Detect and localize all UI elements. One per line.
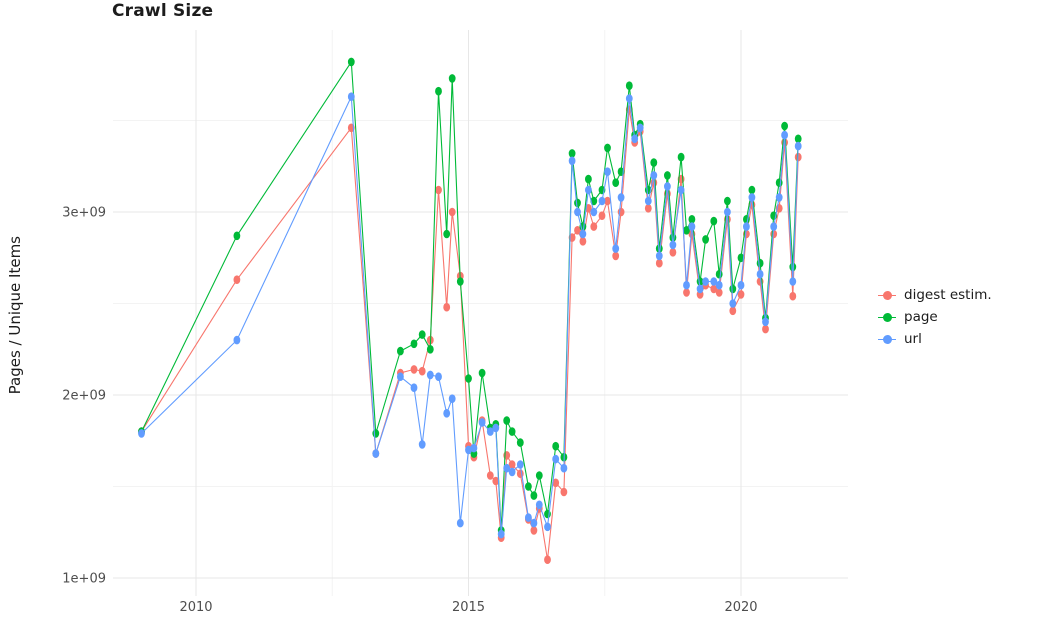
chart-title: Crawl Size — [112, 1, 214, 21]
legend: digest estim. page url — [878, 284, 992, 350]
svg-text:2015: 2015 — [452, 600, 485, 615]
series-url — [138, 92, 802, 539]
y-axis-tick-labels: 1e+09 2e+09 3e+09 — [62, 206, 106, 587]
grid-major — [113, 30, 848, 596]
legend-key-url-icon — [878, 333, 896, 345]
legend-label-page: page — [904, 309, 938, 325]
svg-text:1e+09: 1e+09 — [62, 572, 106, 587]
svg-text:2020: 2020 — [724, 600, 757, 615]
grid-minor — [113, 30, 848, 596]
series-digest-estim — [138, 105, 802, 564]
svg-text:3e+09: 3e+09 — [62, 206, 106, 221]
legend-item-digest-estim: digest estim. — [878, 284, 992, 306]
legend-key-digest-estim-icon — [878, 289, 896, 301]
legend-label-digest-estim: digest estim. — [904, 287, 992, 303]
svg-text:2e+09: 2e+09 — [62, 389, 106, 404]
legend-label-url: url — [904, 331, 922, 347]
x-axis-tick-labels: 2010 2015 2020 — [179, 600, 757, 615]
legend-item-page: page — [878, 306, 992, 328]
svg-text:2010: 2010 — [179, 600, 212, 615]
legend-key-page-icon — [878, 311, 896, 323]
legend-item-url: url — [878, 328, 992, 350]
y-axis-label: Pages / Unique Items — [6, 236, 24, 395]
